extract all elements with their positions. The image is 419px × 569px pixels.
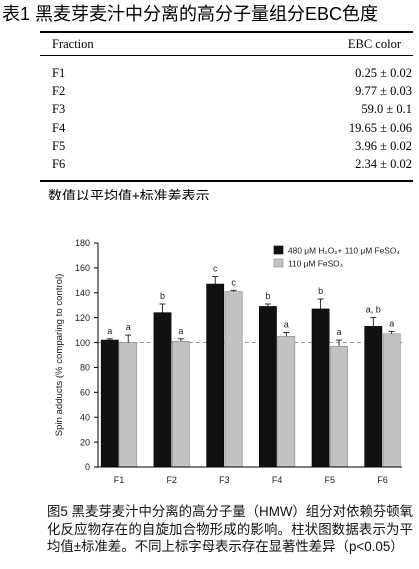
significance-label-f3-series-1: c: [213, 264, 218, 274]
table-row: F4 19.65 ± 0.06: [40, 119, 413, 137]
bar-f6-series-1: [364, 326, 383, 468]
significance-label-f1-series-2: a: [126, 322, 131, 332]
significance-label-f6-series-1: a, b: [366, 305, 381, 315]
ebc-color-cell: 3.96 ± 0.02: [355, 138, 412, 153]
table-title: 表1 黑麦芽麦汁中分离的高分子量组分EBC色度: [2, 4, 379, 24]
table-row: F3 59.0 ± 0.1: [40, 100, 413, 118]
ebc-color-cell: 59.0 ± 0.1: [361, 102, 412, 117]
y-tick-label: 0: [85, 462, 90, 472]
table-header-row: Fraction EBC color: [40, 35, 413, 53]
fraction-cell: F5: [52, 138, 66, 153]
column-header-ebc-color: EBC color: [347, 37, 401, 51]
y-tick-label: 40: [80, 412, 90, 422]
significance-label-f1-series-1: a: [107, 326, 112, 336]
y-tick-label: 100: [75, 338, 90, 348]
table-rule-header: [40, 55, 413, 56]
table-row: F5 3.96 ± 0.02: [40, 137, 413, 155]
ebc-color-cell: 9.77 ± 0.03: [355, 84, 412, 99]
ebc-color-cell: 19.65 ± 0.06: [348, 120, 412, 135]
significance-label-f5-series-1: b: [318, 286, 323, 296]
significance-label-f2-series-2: a: [178, 326, 183, 336]
y-tick-label: 120: [75, 313, 90, 323]
bar-f4-series-1: [258, 306, 277, 468]
significance-label-f4-series-1: b: [265, 291, 270, 301]
legend-swatch-series-1: [273, 245, 284, 255]
figure-caption: 图5 黑麦芽麦汁中分离的高分子量（HMW）组分对依赖芬顿氧化反应物存在的自旋加合…: [47, 504, 413, 554]
table-row: F2 9.77 ± 0.03: [40, 82, 413, 100]
fraction-cell: F6: [52, 157, 66, 171]
bar-f4-series-2: [277, 336, 296, 468]
x-tick-label-f3: F3: [219, 475, 230, 485]
bar-f2-series-1: [153, 312, 172, 468]
significance-label-f2-series-1: b: [160, 291, 165, 301]
fraction-cell: F3: [52, 102, 66, 117]
ebc-color-cell: 0.25 ± 0.02: [355, 66, 412, 80]
ebc-color-cell: 2.34 ± 0.02: [355, 157, 412, 171]
table-rule-bottom: [40, 180, 413, 182]
bar-f5-series-1: [311, 308, 330, 468]
bar-chart: a a F1 b a F2 c c F3 b a F4 b a F5 a, b a F6 0 20 40 60 80 100 1…: [54, 238, 402, 485]
table-row: F1 0.25 ± 0.02: [40, 64, 413, 82]
x-tick-label-f2: F2: [166, 475, 177, 485]
legend-label-series-2: 110 μM FeSO₄: [288, 258, 344, 268]
x-tick-label-f1: F1: [114, 475, 125, 485]
x-tick-label-f6: F6: [377, 475, 388, 485]
y-tick-label: 20: [80, 437, 90, 447]
bar-f3-series-2: [224, 291, 243, 468]
y-tick-label: 140: [75, 288, 90, 298]
legend-swatch-series-2: [273, 258, 284, 268]
bar-f1-series-2: [119, 342, 138, 468]
significance-label-f3-series-2: c: [231, 277, 236, 287]
table-footnote-clip: 数值以平均值±标准差表示: [48, 186, 308, 200]
fraction-cell: F4: [52, 120, 66, 135]
x-tick-label-f4: F4: [272, 475, 283, 485]
fraction-cell: F2: [52, 84, 66, 99]
bar-f3-series-1: [206, 283, 225, 468]
y-tick-label: 160: [75, 263, 90, 273]
bar-f1-series-1: [100, 339, 119, 468]
x-tick-label-f5: F5: [325, 475, 336, 485]
significance-label-f4-series-2: a: [284, 320, 289, 330]
bar-f2-series-2: [172, 341, 190, 468]
legend-label-series-1: 480 μM H₂O₂+ 110 μM FeSO₄: [288, 245, 400, 255]
significance-label-f5-series-2: a: [336, 327, 341, 337]
bar-f5-series-2: [330, 345, 348, 468]
y-tick-label: 60: [80, 388, 90, 398]
y-tick-label: 80: [80, 363, 90, 373]
bar-f6-series-2: [382, 333, 401, 468]
table-row: F6 2.34 ± 0.02: [40, 155, 413, 173]
y-tick-label: 180: [75, 238, 90, 248]
table-rule-top: [40, 31, 413, 33]
fraction-cell: F1: [52, 66, 66, 80]
column-header-fraction: Fraction: [52, 37, 94, 51]
table-footnote: 数值以平均值±标准差表示: [48, 188, 210, 200]
y-axis-label: Spin adducts (% comparing to control): [54, 274, 65, 437]
significance-label-f6-series-2: a: [389, 318, 394, 328]
